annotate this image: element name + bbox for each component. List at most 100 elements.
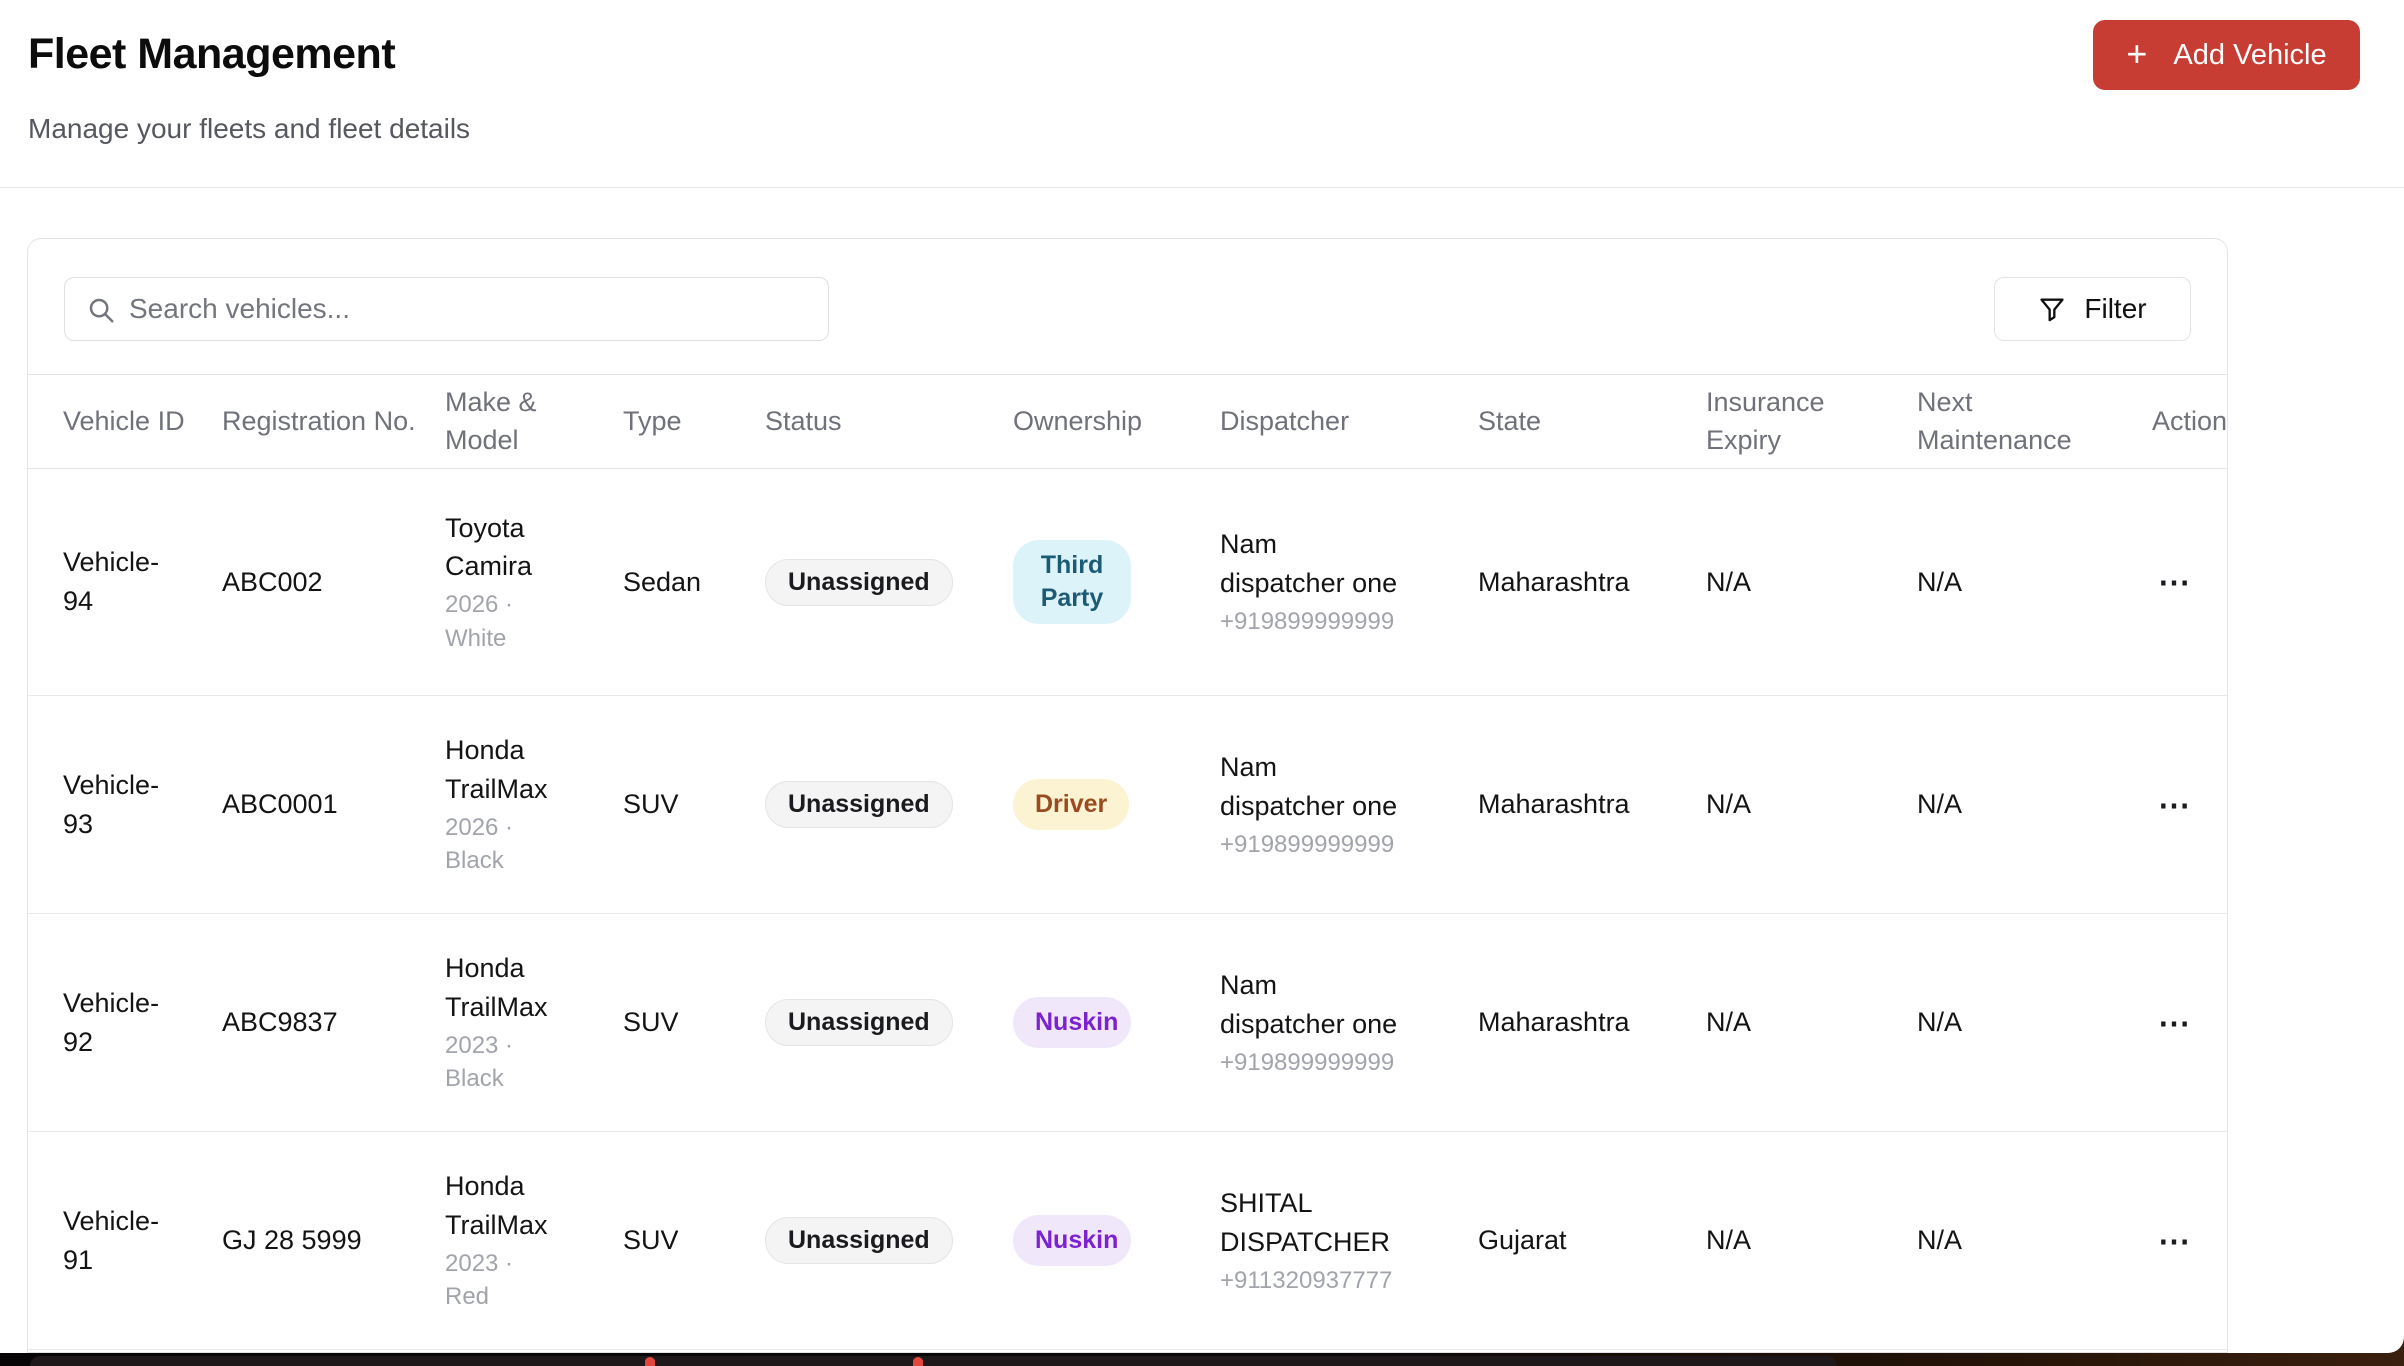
column-header-next-maintenance: Next Maintenance <box>1917 387 2072 455</box>
model-meta: 2026 · Black <box>445 813 514 875</box>
page-subtitle: Manage your fleets and fleet details <box>28 113 471 144</box>
next-maintenance-cell: N/A <box>1917 1225 1963 1256</box>
registration-cell: GJ 28 5999 <box>222 1225 362 1256</box>
actions-cell: ⋯ <box>2128 785 2227 825</box>
search-input[interactable] <box>64 277 829 341</box>
table-row[interactable]: Vehicle-93 ABC0001 Honda TrailMax 2026 ·… <box>28 696 2227 914</box>
status-badge: Unassigned <box>765 999 953 1046</box>
state-cell: Maharashtra <box>1478 566 1630 597</box>
actions-cell: ⋯ <box>2128 1221 2227 1261</box>
dispatcher-phone: +919899999999 <box>1220 608 1395 636</box>
status-badge: Unassigned <box>765 558 953 606</box>
table-header-row: Vehicle ID Registration No. Make & Model… <box>28 374 2227 469</box>
vehicle-id-cell: Vehicle-93 <box>63 769 160 839</box>
model-name: Honda TrailMax <box>445 953 548 1022</box>
model-name: Honda TrailMax <box>445 735 548 804</box>
next-maintenance-cell: N/A <box>1917 789 1963 820</box>
dispatcher-name: Nam dispatcher one <box>1220 969 1398 1039</box>
column-header-ownership: Ownership <box>1013 405 1143 436</box>
vehicle-id-cell: Vehicle-94 <box>63 547 160 616</box>
insurance-expiry-cell: N/A <box>1706 1007 1752 1038</box>
dispatcher-name: SHITAL DISPATCHER <box>1220 1187 1391 1257</box>
status-cell: Unassigned <box>741 781 989 828</box>
row-actions-menu-button[interactable]: ⋯ <box>2152 785 2198 825</box>
column-header-status: Status <box>765 405 842 436</box>
dispatcher-name: Nam dispatcher one <box>1220 751 1398 821</box>
vehicle-id-cell: Vehicle-91 <box>63 1205 160 1275</box>
dispatcher-phone: +919899999999 <box>1220 1048 1395 1076</box>
status-cell: Unassigned <box>741 999 989 1046</box>
page-title: Fleet Management <box>28 30 396 78</box>
state-cell: Maharashtra <box>1478 1007 1630 1038</box>
plus-icon: + <box>2126 32 2148 74</box>
type-cell: SUV <box>623 789 679 820</box>
table-toolbar: Filter <box>28 239 2227 374</box>
ownership-cell: Nuskin <box>989 997 1196 1048</box>
model-meta: 2023 · Black <box>445 1031 514 1093</box>
column-header-vehicle-id: Vehicle ID <box>63 405 185 436</box>
dispatcher-phone: +919899999999 <box>1220 830 1395 858</box>
ownership-cell: Nuskin <box>989 1215 1196 1266</box>
insurance-expiry-cell: N/A <box>1706 1225 1752 1256</box>
make-model-cell: Honda TrailMax 2023 · Red <box>421 1167 599 1314</box>
dispatcher-phone: +911320937777 <box>1220 1266 1393 1294</box>
type-cell: SUV <box>623 1225 679 1256</box>
table-row[interactable]: Vehicle-91 GJ 28 5999 Honda TrailMax 202… <box>28 1132 2227 1350</box>
column-header-registration: Registration No. <box>222 405 416 436</box>
registration-cell: ABC002 <box>222 566 323 597</box>
type-cell: SUV <box>623 1007 679 1038</box>
ownership-badge: Driver <box>1013 779 1130 830</box>
column-header-state: State <box>1478 405 1542 436</box>
filter-label: Filter <box>2084 293 2147 324</box>
dispatcher-cell: Nam dispatcher one +919899999999 <box>1196 525 1454 638</box>
next-maintenance-cell: N/A <box>1917 1007 1963 1038</box>
next-maintenance-cell: N/A <box>1917 566 1963 597</box>
column-header-actions: Actions <box>2152 405 2228 436</box>
model-meta: 2023 · Red <box>445 1249 514 1311</box>
dock-notification-dot <box>645 1357 655 1366</box>
insurance-expiry-cell: N/A <box>1706 566 1752 597</box>
insurance-expiry-cell: N/A <box>1706 789 1752 820</box>
dock-panel <box>30 1356 1837 1366</box>
vehicle-id-cell: Vehicle-92 <box>63 987 160 1057</box>
column-header-dispatcher: Dispatcher <box>1220 405 1350 436</box>
registration-cell: ABC9837 <box>222 1007 338 1038</box>
add-vehicle-button[interactable]: + Add Vehicle <box>2093 20 2360 90</box>
status-badge: Unassigned <box>765 781 953 828</box>
registration-cell: ABC0001 <box>222 789 338 820</box>
row-actions-menu-button[interactable]: ⋯ <box>2152 1003 2198 1043</box>
actions-cell: ⋯ <box>2128 562 2227 602</box>
search-icon <box>89 298 114 323</box>
table-row[interactable]: Vehicle-92 ABC9837 Honda TrailMax 2023 ·… <box>28 914 2227 1132</box>
dispatcher-cell: Nam dispatcher one +919899999999 <box>1196 748 1454 861</box>
make-model-cell: Honda TrailMax 2026 · Black <box>421 731 599 878</box>
row-actions-menu-button[interactable]: ⋯ <box>2152 1221 2198 1261</box>
ownership-cell: Third Party <box>989 540 1196 624</box>
model-name: Honda TrailMax <box>445 1171 548 1240</box>
dispatcher-name: Nam dispatcher one <box>1220 529 1398 599</box>
dispatcher-cell: SHITAL DISPATCHER +911320937777 <box>1196 1184 1454 1297</box>
column-header-insurance-expiry: Insurance Expiry <box>1706 387 1825 455</box>
filter-icon <box>2040 298 2065 322</box>
state-cell: Gujarat <box>1478 1225 1567 1256</box>
actions-cell: ⋯ <box>2128 1003 2227 1043</box>
ownership-cell: Driver <box>989 779 1196 830</box>
table-row[interactable]: Vehicle-94 ABC002 Toyota Camira 2026 · W… <box>28 469 2227 696</box>
make-model-cell: Honda TrailMax 2023 · Black <box>421 949 599 1096</box>
make-model-cell: Toyota Camira 2026 · White <box>421 509 599 656</box>
column-header-make-model: Make & Model <box>445 387 537 455</box>
model-name: Toyota Camira <box>445 512 533 582</box>
header-divider <box>0 187 2404 188</box>
status-cell: Unassigned <box>741 1217 989 1264</box>
vehicles-card: Filter Vehicle ID Registration No. Make … <box>27 238 2228 1353</box>
bottom-dock[interactable] <box>0 1353 2404 1366</box>
row-actions-menu-button[interactable]: ⋯ <box>2152 562 2198 602</box>
status-badge: Unassigned <box>765 1217 953 1264</box>
state-cell: Maharashtra <box>1478 789 1630 820</box>
dispatcher-cell: Nam dispatcher one +919899999999 <box>1196 966 1454 1079</box>
status-cell: Unassigned <box>741 558 989 606</box>
search-field-wrap <box>64 277 829 341</box>
page-header: Fleet Management Manage your fleets and … <box>0 0 2404 188</box>
filter-button[interactable]: Filter <box>1994 277 2191 341</box>
